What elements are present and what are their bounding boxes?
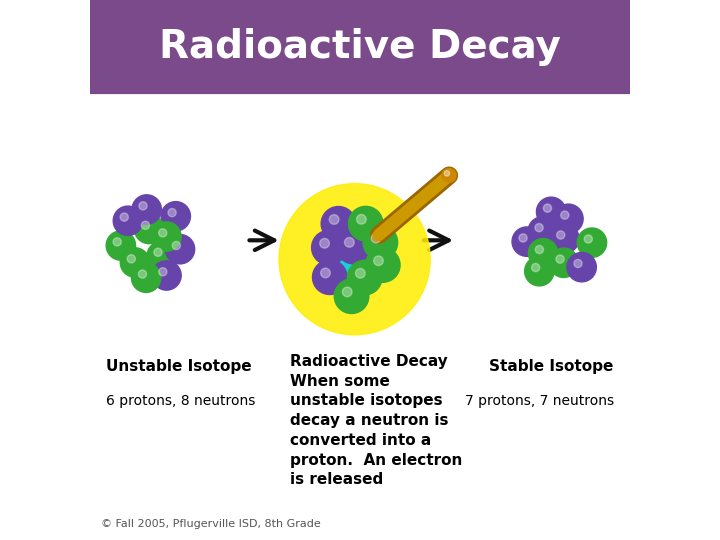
Circle shape: [348, 206, 383, 241]
Circle shape: [343, 287, 352, 297]
Circle shape: [158, 268, 167, 276]
Circle shape: [147, 241, 176, 271]
Circle shape: [141, 221, 150, 229]
Circle shape: [135, 214, 163, 244]
Circle shape: [139, 202, 147, 210]
Circle shape: [363, 225, 397, 260]
Circle shape: [577, 228, 607, 258]
Text: Parent Isotope: Parent Isotope: [107, 65, 280, 85]
Circle shape: [366, 248, 400, 282]
Circle shape: [132, 263, 161, 293]
Circle shape: [512, 227, 541, 256]
Circle shape: [528, 217, 557, 246]
Circle shape: [152, 222, 181, 251]
Text: © Fall 2005, Pflugerville ISD, 8th Grade: © Fall 2005, Pflugerville ISD, 8th Grade: [101, 519, 320, 529]
Circle shape: [152, 261, 181, 290]
Circle shape: [166, 234, 194, 264]
Circle shape: [158, 229, 167, 237]
Circle shape: [345, 238, 354, 247]
Circle shape: [556, 255, 564, 263]
Circle shape: [120, 248, 150, 277]
Circle shape: [525, 256, 554, 286]
Text: 7 protons, 7 neutrons: 7 protons, 7 neutrons: [464, 394, 613, 408]
Circle shape: [544, 204, 552, 212]
Circle shape: [323, 227, 387, 292]
Circle shape: [356, 214, 366, 224]
Circle shape: [132, 195, 161, 224]
Circle shape: [312, 260, 347, 294]
Text: Radioactive Decay: Radioactive Decay: [159, 28, 561, 66]
Circle shape: [561, 211, 569, 219]
Circle shape: [519, 234, 527, 242]
Circle shape: [567, 253, 596, 282]
Circle shape: [444, 171, 449, 176]
Circle shape: [113, 238, 121, 246]
Circle shape: [106, 231, 135, 260]
Circle shape: [334, 279, 369, 314]
Circle shape: [320, 268, 330, 278]
Circle shape: [374, 256, 383, 266]
Circle shape: [154, 248, 162, 256]
Circle shape: [557, 231, 564, 239]
Text: Unstable Isotope: Unstable Isotope: [107, 359, 252, 374]
Circle shape: [127, 255, 135, 263]
Circle shape: [528, 239, 558, 268]
Circle shape: [372, 233, 381, 243]
Circle shape: [549, 224, 579, 253]
Circle shape: [312, 231, 346, 265]
Text: Stable Isotope: Stable Isotope: [490, 359, 613, 374]
Circle shape: [574, 259, 582, 268]
Circle shape: [320, 239, 330, 248]
Circle shape: [138, 270, 147, 278]
Circle shape: [356, 268, 365, 278]
Circle shape: [321, 206, 356, 241]
Circle shape: [554, 204, 583, 233]
Circle shape: [168, 208, 176, 217]
Circle shape: [329, 214, 339, 224]
Text: Daughter Isotope: Daughter Isotope: [408, 65, 613, 85]
Circle shape: [442, 168, 456, 183]
Circle shape: [347, 260, 382, 295]
FancyBboxPatch shape: [90, 0, 630, 94]
Circle shape: [535, 224, 543, 232]
Circle shape: [336, 230, 371, 264]
Circle shape: [113, 206, 143, 235]
Circle shape: [279, 184, 431, 335]
Circle shape: [531, 264, 540, 272]
Circle shape: [549, 248, 578, 278]
Circle shape: [161, 201, 191, 231]
Text: Radioactive Decay
When some
unstable isotopes
decay a neutron is
converted into : Radioactive Decay When some unstable iso…: [289, 354, 462, 488]
Circle shape: [120, 213, 128, 221]
Text: 6 protons, 8 neutrons: 6 protons, 8 neutrons: [107, 394, 256, 408]
Circle shape: [536, 197, 566, 226]
Circle shape: [584, 235, 593, 243]
Circle shape: [535, 246, 544, 254]
Circle shape: [172, 241, 181, 249]
